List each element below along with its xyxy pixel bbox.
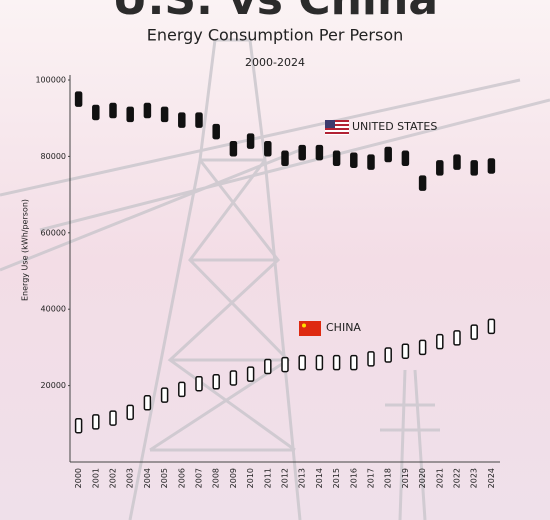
pylon bbox=[0, 38, 550, 520]
marker bbox=[367, 351, 375, 367]
y-tick-label: 100000 bbox=[35, 76, 66, 85]
marker bbox=[436, 333, 444, 350]
y-axis-label: Energy Use (kWh/person) bbox=[21, 199, 30, 301]
x-tick-label: 2021 bbox=[435, 468, 444, 488]
y-tick-label: 60000 bbox=[41, 228, 66, 237]
x-tick-label: 2013 bbox=[298, 468, 307, 488]
marker bbox=[74, 91, 83, 107]
marker bbox=[384, 146, 392, 163]
marker bbox=[126, 404, 134, 421]
x-tick-label: 2011 bbox=[263, 468, 272, 488]
marker bbox=[350, 152, 358, 168]
marker bbox=[332, 150, 341, 167]
marker bbox=[74, 417, 83, 434]
marker bbox=[298, 354, 306, 371]
x-tick-label: 2005 bbox=[160, 468, 169, 488]
marker bbox=[109, 102, 117, 119]
marker bbox=[281, 150, 289, 167]
legend-label: CHINA bbox=[326, 321, 361, 334]
marker bbox=[350, 354, 358, 371]
x-tick-label: 2009 bbox=[229, 468, 238, 488]
x-tick-label: 2007 bbox=[195, 468, 204, 488]
marker bbox=[453, 154, 461, 170]
title: U.S. vs China bbox=[112, 0, 438, 25]
marker bbox=[246, 133, 255, 149]
marker bbox=[315, 354, 324, 371]
x-tick-label: 2002 bbox=[109, 468, 118, 488]
marker bbox=[298, 144, 306, 161]
marker bbox=[281, 356, 289, 373]
period: 2000-2024 bbox=[245, 56, 305, 69]
marker bbox=[143, 102, 152, 119]
x-tick-label: 2006 bbox=[177, 468, 186, 488]
x-tick-label: 2020 bbox=[418, 468, 427, 488]
marker bbox=[487, 318, 496, 335]
x-tick-label: 2000 bbox=[74, 468, 83, 488]
x-tick-label: 2023 bbox=[470, 468, 479, 488]
subtitle: Energy Consumption Per Person bbox=[147, 26, 404, 45]
marker bbox=[264, 358, 272, 375]
marker bbox=[195, 375, 203, 392]
x-tick-label: 2015 bbox=[332, 468, 341, 488]
marker bbox=[92, 414, 100, 430]
marker bbox=[246, 366, 255, 382]
marker bbox=[229, 370, 238, 386]
china-flag bbox=[299, 321, 321, 336]
x-tick-label: 2014 bbox=[315, 468, 324, 488]
y-tick-label: 20000 bbox=[41, 381, 66, 390]
marker bbox=[160, 106, 169, 123]
marker bbox=[401, 150, 410, 167]
x-tick-label: 2004 bbox=[143, 468, 152, 488]
marker bbox=[470, 160, 478, 176]
marker bbox=[436, 160, 444, 176]
x-tick-label: 2019 bbox=[401, 468, 410, 488]
x-tick-label: 2017 bbox=[367, 468, 376, 488]
x-tick-label: 2010 bbox=[246, 468, 255, 488]
marker bbox=[315, 144, 324, 161]
marker bbox=[401, 343, 410, 359]
x-tick-label: 2003 bbox=[126, 468, 135, 488]
y-tick-label: 80000 bbox=[41, 152, 66, 161]
x-tick-label: 2001 bbox=[91, 468, 100, 488]
marker bbox=[195, 112, 203, 128]
x-tick-label: 2008 bbox=[212, 468, 221, 488]
marker bbox=[367, 154, 375, 170]
x-tick-label: 2012 bbox=[281, 468, 290, 488]
marker bbox=[332, 354, 341, 371]
x-tick-label: 2022 bbox=[453, 468, 462, 488]
marker bbox=[418, 175, 427, 191]
marker bbox=[178, 112, 186, 128]
marker bbox=[487, 158, 496, 174]
x-tick-label: 2024 bbox=[487, 468, 496, 488]
marker bbox=[212, 374, 220, 390]
marker bbox=[126, 106, 134, 123]
marker bbox=[160, 387, 169, 403]
marker bbox=[470, 324, 478, 340]
marker bbox=[384, 347, 392, 363]
marker bbox=[264, 141, 272, 157]
us-flag bbox=[325, 120, 349, 135]
y-tick-label: 40000 bbox=[41, 305, 66, 314]
legend-label: UNITED STATES bbox=[352, 120, 437, 133]
marker bbox=[143, 395, 152, 411]
marker bbox=[212, 123, 220, 140]
marker bbox=[178, 381, 186, 398]
marker bbox=[418, 339, 427, 356]
x-tick-label: 2018 bbox=[384, 468, 393, 488]
marker bbox=[92, 104, 100, 121]
marker bbox=[109, 410, 117, 426]
x-tick-label: 2016 bbox=[349, 468, 358, 488]
marker bbox=[229, 141, 238, 157]
marker bbox=[453, 330, 461, 346]
